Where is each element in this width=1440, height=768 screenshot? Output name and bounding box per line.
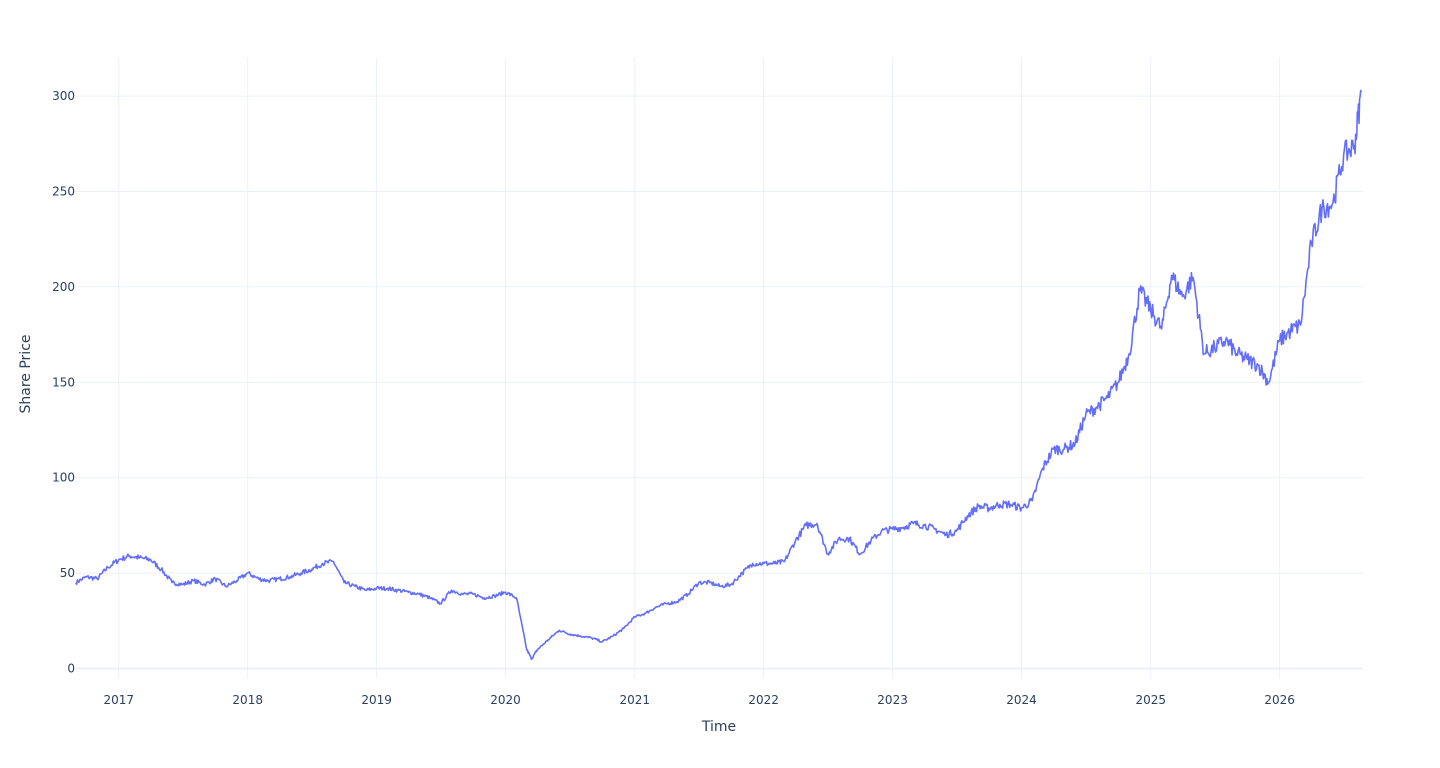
- tick-labels: 0 50 100 150 200 250 300 2017 2018 2019 2020 2021 20…: [52, 89, 1295, 707]
- y-tick-label: 250: [52, 185, 75, 199]
- x-tick-label: 2019: [361, 693, 392, 707]
- x-tick-label: 2023: [877, 693, 908, 707]
- y-tick-label: 200: [52, 280, 75, 294]
- x-tick-label: 2022: [748, 693, 779, 707]
- series-layer: [74, 89, 1362, 660]
- x-tick-label: 2025: [1135, 693, 1166, 707]
- y-tick-label: 300: [52, 89, 75, 103]
- y-axis-title: Share Price: [18, 334, 34, 413]
- x-tick-label: 2020: [490, 693, 521, 707]
- y-tick-label: 100: [52, 471, 75, 485]
- y-tick-label: 150: [52, 375, 75, 389]
- x-tick-label: 2026: [1264, 693, 1295, 707]
- x-axis-title: Time: [701, 719, 736, 735]
- grid-lines: [75, 58, 1363, 678]
- x-tick-label: 2017: [104, 693, 135, 707]
- x-tick-label: 2021: [619, 693, 650, 707]
- price-series-line: [74, 89, 1362, 660]
- x-tick-label: 2018: [232, 693, 263, 707]
- x-tick-label: 2024: [1006, 693, 1037, 707]
- y-tick-label: 0: [67, 661, 75, 675]
- y-tick-label: 50: [60, 566, 75, 580]
